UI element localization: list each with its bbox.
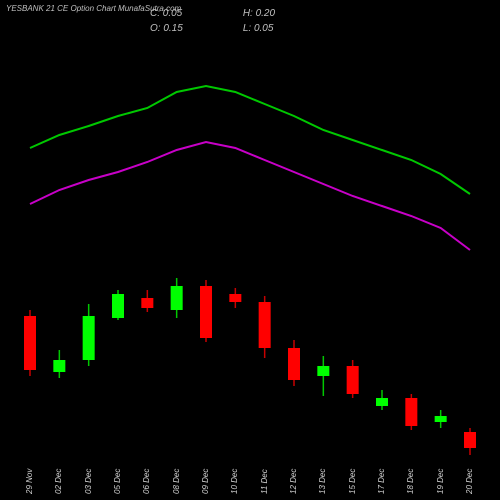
open-label: O: — [150, 23, 161, 34]
x-tick-label: 18 Dec — [406, 469, 415, 494]
x-tick-label: 15 Dec — [348, 469, 357, 494]
candle-body — [259, 302, 271, 348]
candle-body — [376, 398, 388, 406]
x-axis-labels: 29 Nov 02 Dec 03 Dec 05 Dec 06 Dec 08 Dec 09 D… — [20, 454, 480, 494]
candle-body — [53, 360, 65, 372]
candle-body — [435, 416, 447, 422]
x-tick-label: 17 Dec — [377, 469, 386, 494]
open-reading: O: 0.15 — [150, 23, 183, 34]
x-tick-label: 10 Dec — [230, 469, 239, 494]
candle-body — [83, 316, 95, 360]
x-tick-label: 12 Dec — [289, 469, 298, 494]
chart-area — [20, 40, 480, 460]
low-label: L: — [243, 23, 251, 34]
close-reading: C: 0.05 — [150, 8, 183, 19]
high-reading: H: 0.20 — [243, 8, 275, 19]
candle-body — [288, 348, 300, 380]
x-tick-label: 13 Dec — [318, 469, 327, 494]
open-value: 0.15 — [163, 23, 182, 34]
candle-body — [464, 432, 476, 448]
candle-body — [229, 294, 241, 302]
candle-body — [405, 398, 417, 426]
x-tick-label: 02 Dec — [54, 469, 63, 494]
x-tick-label: 09 Dec — [201, 469, 210, 494]
low-value: 0.05 — [254, 23, 273, 34]
ohlc-block: C: 0.05 H: 0.20 O: 0.15 L: 0.05 — [150, 8, 275, 34]
low-reading: L: 0.05 — [243, 23, 275, 34]
x-tick-label: 29 Nov — [25, 469, 34, 494]
close-label: C: — [150, 8, 160, 19]
chart-svg — [20, 40, 480, 460]
x-tick-label: 03 Dec — [84, 469, 93, 494]
candle-body — [317, 366, 329, 376]
x-tick-label: 11 Dec — [260, 469, 269, 494]
x-tick-label: 06 Dec — [142, 469, 151, 494]
high-label: H: — [243, 8, 253, 19]
x-tick-label: 20 Dec — [465, 469, 474, 494]
x-tick-label: 19 Dec — [436, 469, 445, 494]
candle-body — [347, 366, 359, 394]
x-tick-label: 05 Dec — [113, 469, 122, 494]
candle-body — [200, 286, 212, 338]
high-value: 0.20 — [256, 8, 275, 19]
candle-body — [112, 294, 124, 318]
candle-body — [141, 298, 153, 308]
candle-body — [24, 316, 36, 370]
x-tick-label: 08 Dec — [172, 469, 181, 494]
candle-body — [171, 286, 183, 310]
close-value: 0.05 — [163, 8, 182, 19]
